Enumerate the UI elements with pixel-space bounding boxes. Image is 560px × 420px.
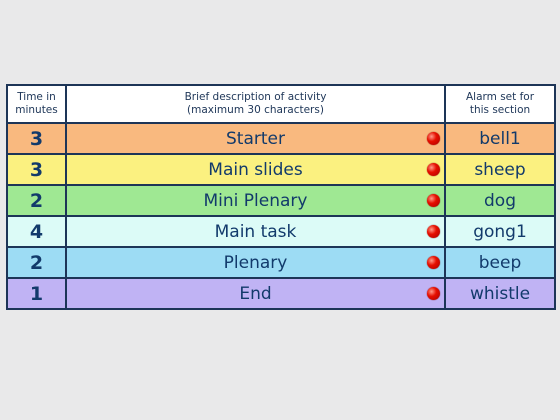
- header-alarm-line2: this section: [469, 104, 531, 116]
- table-row: 3 Starter bell1: [8, 122, 554, 153]
- time-input[interactable]: 1: [8, 279, 67, 308]
- time-input[interactable]: 3: [8, 124, 67, 153]
- alarm-select[interactable]: bell1: [479, 128, 521, 149]
- activity-schedule-table: Time in minutes Brief description of act…: [6, 84, 556, 310]
- description-input[interactable]: Starter: [67, 124, 446, 153]
- red-dot-icon[interactable]: [427, 224, 440, 238]
- description-input[interactable]: Plenary: [67, 248, 446, 277]
- table-row: 4 Main task gong1: [8, 215, 554, 246]
- alarm-select[interactable]: whistle: [469, 283, 531, 304]
- description-text: Main task: [214, 221, 297, 242]
- description-text: Mini Plenary: [203, 190, 308, 211]
- alarm-select[interactable]: gong1: [473, 221, 527, 242]
- header-description: Brief description of activity (maximum 3…: [67, 86, 446, 122]
- time-input[interactable]: 4: [8, 217, 67, 246]
- description-input[interactable]: Main slides: [67, 155, 446, 184]
- header-desc-line2: (maximum 30 characters): [187, 104, 324, 116]
- description-input[interactable]: Main task: [67, 217, 446, 246]
- red-dot-icon[interactable]: [427, 131, 440, 145]
- table-row: 1 End whistle: [8, 277, 554, 308]
- description-text: End: [239, 283, 272, 304]
- time-input[interactable]: 2: [8, 248, 67, 277]
- header-time: Time in minutes: [8, 86, 67, 122]
- description-text: Plenary: [223, 252, 288, 273]
- table-row: 3 Main slides sheep: [8, 153, 554, 184]
- red-dot-icon[interactable]: [427, 255, 440, 269]
- description-input[interactable]: End: [67, 279, 446, 308]
- red-dot-icon[interactable]: [427, 193, 440, 207]
- description-text: Main slides: [208, 159, 303, 180]
- alarm-select[interactable]: beep: [478, 252, 522, 273]
- red-dot-icon[interactable]: [427, 162, 440, 176]
- header-desc-line1: Brief description of activity: [184, 91, 327, 103]
- description-input[interactable]: Mini Plenary: [67, 186, 446, 215]
- description-text: Starter: [226, 128, 285, 149]
- alarm-select[interactable]: sheep: [474, 159, 526, 180]
- header-alarm-line1: Alarm set for: [465, 91, 535, 103]
- table-row: 2 Plenary beep: [8, 246, 554, 277]
- time-input[interactable]: 3: [8, 155, 67, 184]
- header-time-line1: Time in: [17, 91, 56, 103]
- time-input[interactable]: 2: [8, 186, 67, 215]
- table-row: 2 Mini Plenary dog: [8, 184, 554, 215]
- header-time-line2: minutes: [15, 104, 58, 116]
- red-dot-icon[interactable]: [427, 286, 440, 300]
- header-alarm: Alarm set for this section: [446, 86, 554, 122]
- alarm-select[interactable]: dog: [484, 190, 516, 211]
- table-header: Time in minutes Brief description of act…: [8, 86, 554, 122]
